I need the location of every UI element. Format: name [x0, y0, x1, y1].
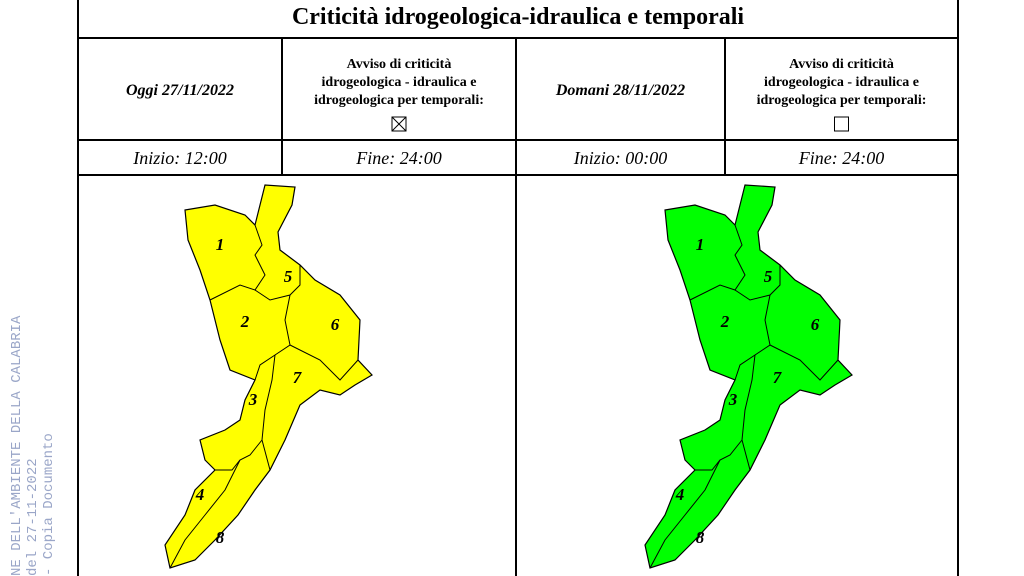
zone-label: 8 — [216, 528, 225, 547]
start-time: Inizio: 12:00 — [132, 148, 227, 168]
zone-label: 6 — [811, 315, 820, 334]
end-time: Fine: 24:00 — [355, 148, 441, 168]
zone-label: 3 — [248, 390, 258, 409]
checkbox — [391, 116, 407, 132]
notice-line: idrogeologica per temporali: — [314, 93, 484, 108]
zone-label: 2 — [240, 312, 250, 331]
zone-border — [769, 344, 839, 381]
notice-line: idrogeologica - idraulica e — [764, 75, 919, 90]
table-grid — [77, 0, 959, 576]
zone-label: 5 — [284, 267, 293, 286]
zone-label: 2 — [720, 312, 730, 331]
title: Criticità idrogeologica-idraulica e temp… — [292, 4, 744, 30]
watermark-line: - Copia Documento — [41, 433, 57, 576]
zone-border — [254, 294, 291, 381]
zone-label: 1 — [696, 235, 705, 254]
zone-border — [741, 354, 756, 471]
region-map: 1 2 3 4 5 6 7 8 — [644, 184, 853, 569]
region-map: 1 2 3 4 5 6 7 8 — [164, 184, 373, 569]
zone-label: 1 — [216, 235, 225, 254]
zone-border — [209, 224, 266, 301]
region-outline — [644, 184, 853, 569]
zone-border — [169, 459, 241, 569]
notice-line: idrogeologica - idraulica e — [322, 75, 477, 90]
region-outline — [164, 184, 373, 569]
checkbox — [834, 116, 849, 132]
date: Oggi 27/11/2022 — [126, 82, 234, 99]
zone-label: 5 — [764, 267, 773, 286]
zone-label: 8 — [696, 528, 705, 547]
zone-label: 6 — [331, 315, 340, 334]
notice-line: Avviso di criticità — [789, 57, 894, 72]
checkbox-cross — [391, 116, 407, 132]
watermark-line: del 27-11-2022 — [25, 458, 41, 576]
zone-label: 4 — [675, 485, 685, 504]
zone-label: 7 — [773, 368, 783, 387]
notice-line: idrogeologica per temporali: — [757, 93, 927, 108]
zone-label: 7 — [293, 368, 303, 387]
end-time: Fine: 24:00 — [798, 148, 884, 168]
zone-border — [289, 344, 359, 381]
watermark-line: NE DELL'AMBIENTE DELLA CALABRIA — [9, 315, 25, 576]
zone-label: 4 — [195, 485, 205, 504]
watermark: NE DELL'AMBIENTE DELLA CALABRIA del 27-1… — [9, 315, 57, 576]
date: Domani 28/11/2022 — [555, 82, 685, 99]
notice-line: Avviso di criticità — [347, 57, 452, 72]
zone-border — [734, 294, 771, 381]
zone-border — [261, 354, 276, 471]
zone-border — [689, 224, 746, 301]
zone-label: 3 — [728, 390, 738, 409]
start-time: Inizio: 00:00 — [573, 148, 668, 168]
zone-border — [649, 459, 721, 569]
